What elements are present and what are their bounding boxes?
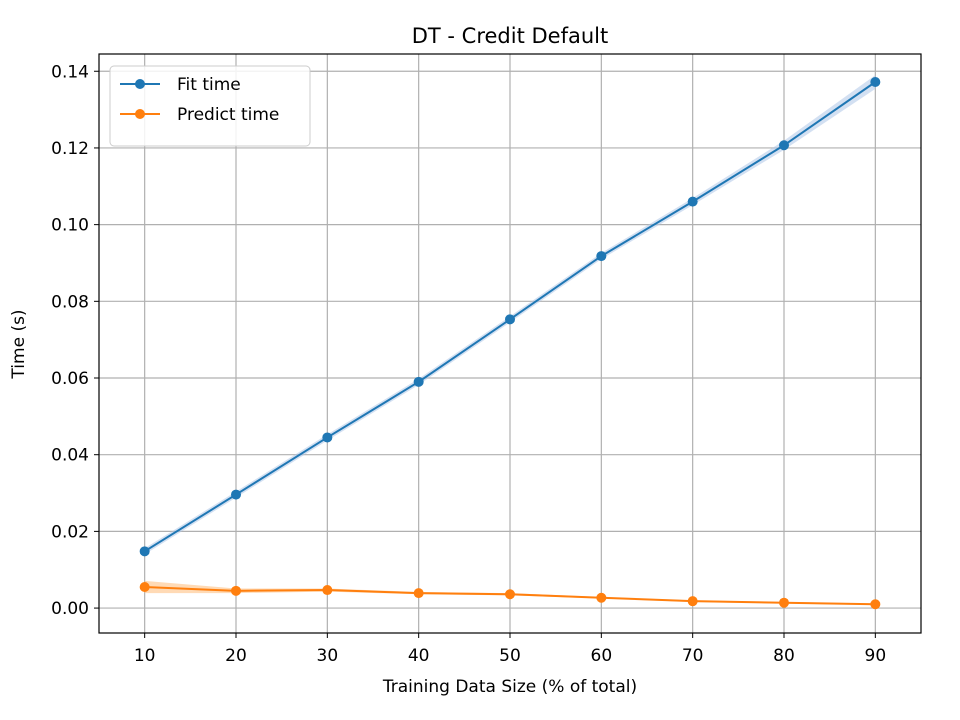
x-axis-title: Training Data Size (% of total) (382, 677, 637, 697)
legend-box (109, 65, 311, 147)
y-tick-label: 0.00 (51, 599, 89, 619)
data-point (413, 376, 424, 387)
legend: Fit time Predict time (109, 65, 311, 147)
x-tick-label: 10 (134, 646, 156, 666)
x-tick-label: 60 (591, 646, 613, 666)
legend-marker (135, 79, 145, 89)
legend-marker (135, 109, 145, 119)
data-point (231, 489, 241, 500)
data-point (596, 592, 607, 603)
data-point (505, 314, 515, 325)
y-tick-label: 0.14 (51, 62, 89, 82)
data-point (413, 588, 424, 599)
data-point (870, 76, 881, 87)
data-point (322, 432, 333, 443)
y-tick-label: 0.12 (51, 139, 89, 159)
data-point (139, 546, 150, 557)
data-point (596, 251, 607, 262)
y-tick-label: 0.10 (51, 216, 89, 236)
data-point (870, 599, 881, 610)
data-point (779, 597, 789, 608)
legend-label: Fit time (177, 75, 241, 95)
data-point (687, 196, 698, 207)
data-point (505, 589, 515, 600)
y-tick-label: 0.02 (51, 522, 89, 542)
x-tick-label: 50 (499, 646, 521, 666)
data-point (231, 585, 241, 596)
x-tick-label: 70 (682, 646, 704, 666)
y-axis-title: Time (s) (9, 309, 29, 379)
y-tick-label: 0.06 (51, 369, 89, 389)
x-tick-label: 80 (773, 646, 795, 666)
data-point (779, 140, 789, 151)
chart-title: DT - Credit Default (412, 24, 609, 48)
y-tick-label: 0.04 (51, 446, 89, 466)
y-tick-label: 0.08 (51, 292, 89, 312)
series-lines (139, 76, 881, 610)
x-tick-label: 90 (865, 646, 887, 666)
x-tick-label: 40 (408, 646, 430, 666)
axis-ticks: 10 20 30 40 50 60 70 80 90 0.00 0.02 0.04 0.06 0.08 0.… (51, 62, 886, 666)
grid (99, 54, 921, 633)
x-tick-label: 30 (317, 646, 339, 666)
data-point (687, 596, 698, 607)
legend-label: Predict time (177, 105, 279, 125)
data-point (322, 585, 333, 596)
data-point (139, 581, 150, 592)
x-tick-label: 20 (225, 646, 247, 666)
